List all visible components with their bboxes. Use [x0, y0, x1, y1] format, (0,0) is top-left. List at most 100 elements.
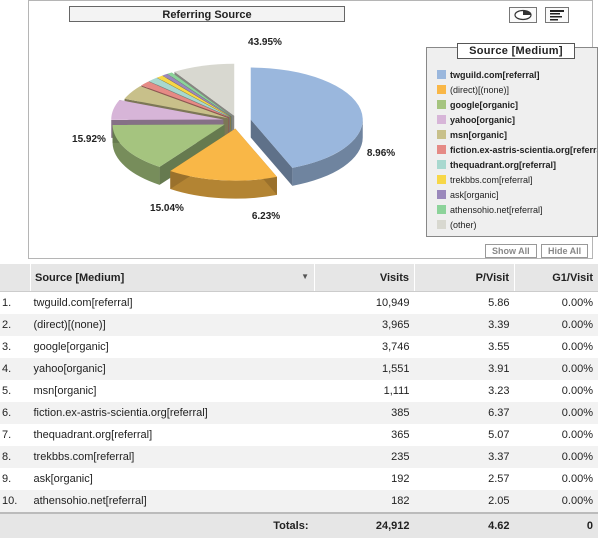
legend-swatch	[437, 190, 446, 199]
table-header-row: Source [Medium] ▼ Visits P/Visit G1/Visi…	[0, 264, 598, 292]
pie-slice-side	[112, 124, 160, 185]
source-cell[interactable]: fiction.ex-astris-scientia.org[referral]	[30, 402, 315, 424]
legend-swatch	[437, 220, 446, 229]
pie-slice[interactable]	[141, 81, 230, 118]
pie-slice[interactable]	[149, 77, 231, 118]
g1-cell: 0.00%	[514, 336, 598, 358]
pie-data-label: 6.23%	[252, 211, 280, 222]
legend-title: Source [Medium]	[457, 43, 575, 59]
table-row[interactable]: 5. msn[organic] 1,111 3.23 0.00%	[0, 380, 598, 402]
legend-item[interactable]: yahoo[organic]	[437, 113, 597, 128]
g1-column-header[interactable]: G1/Visit	[514, 264, 598, 292]
row-number: 9.	[0, 468, 31, 490]
legend-label: twguild.com[referral]	[450, 70, 540, 80]
legend-item[interactable]: twguild.com[referral]	[437, 68, 597, 83]
table-row[interactable]: 10. athensohio.net[referral] 182 2.05 0.00%	[0, 490, 598, 513]
table-row[interactable]: 9. ask[organic] 192 2.57 0.00%	[0, 468, 598, 490]
row-number: 3.	[0, 336, 31, 358]
legend-item[interactable]: (direct)[(none)]	[437, 83, 597, 98]
legend-label: thequadrant.org[referral]	[450, 160, 557, 170]
pie-slice[interactable]	[124, 86, 229, 119]
source-column-label: Source [Medium]	[35, 271, 125, 284]
pie-slice-side	[170, 170, 277, 199]
pv-column-header[interactable]: P/Visit	[414, 264, 515, 292]
pie-slice[interactable]	[111, 100, 224, 120]
legend-item[interactable]: fiction.ex-astris-scientia.org[referral]	[437, 143, 597, 158]
totals-pv: 4.62	[414, 512, 515, 538]
source-cell[interactable]: google[organic]	[30, 336, 315, 358]
legend-swatch	[437, 205, 446, 214]
pv-cell: 2.57	[414, 468, 515, 490]
legend-label: (other)	[450, 220, 477, 230]
table-view-icon[interactable]	[545, 7, 569, 23]
legend-item[interactable]: google[organic]	[437, 98, 597, 113]
source-cell[interactable]: yahoo[organic]	[30, 358, 315, 380]
source-cell[interactable]: ask[organic]	[30, 468, 315, 490]
row-number: 10.	[0, 490, 31, 513]
pv-cell: 6.37	[414, 402, 515, 424]
visits-cell: 385	[314, 402, 415, 424]
visits-cell: 1,551	[314, 358, 415, 380]
g1-cell: 0.00%	[514, 380, 598, 402]
g1-cell: 0.00%	[514, 291, 598, 314]
source-cell[interactable]: (direct)[(none)]	[30, 314, 315, 336]
source-cell[interactable]: trekbbs.com[referral]	[30, 446, 315, 468]
legend-label: (direct)[(none)]	[450, 85, 510, 95]
visits-column-header[interactable]: Visits	[314, 264, 415, 292]
legend-item[interactable]: ask[organic]	[437, 188, 597, 203]
pie-slice[interactable]	[174, 63, 235, 116]
show-all-button[interactable]: Show All	[485, 244, 537, 258]
legend-item[interactable]: trekbbs.com[referral]	[437, 173, 597, 188]
pie-slice[interactable]	[112, 124, 225, 167]
table-row[interactable]: 8. trekbbs.com[referral] 235 3.37 0.00%	[0, 446, 598, 468]
pie-slice[interactable]	[157, 75, 231, 117]
row-number-header	[0, 264, 31, 292]
source-cell[interactable]: thequadrant.org[referral]	[30, 424, 315, 446]
chart-title: Referring Source	[69, 6, 345, 22]
source-cell[interactable]: msn[organic]	[30, 380, 315, 402]
table-row[interactable]: 1. twguild.com[referral] 10,949 5.86 0.00%	[0, 291, 598, 314]
pie-data-label: 8.96%	[367, 148, 395, 159]
legend-item[interactable]: thequadrant.org[referral]	[437, 158, 597, 173]
legend-swatch	[437, 70, 446, 79]
table-row[interactable]: 6. fiction.ex-astris-scientia.org[referra…	[0, 402, 598, 424]
visits-cell: 3,746	[314, 336, 415, 358]
source-column-header[interactable]: Source [Medium] ▼	[30, 264, 315, 292]
row-number: 8.	[0, 446, 31, 468]
legend-item[interactable]: athensohio.net[referral]	[437, 203, 597, 218]
pie-data-label: 15.04%	[150, 203, 184, 214]
sort-desc-icon[interactable]: ▼	[301, 271, 309, 281]
row-number: 1.	[0, 291, 31, 314]
source-cell[interactable]: twguild.com[referral]	[30, 291, 315, 314]
pv-cell: 5.07	[414, 424, 515, 446]
table-row[interactable]: 3. google[organic] 3,746 3.55 0.00%	[0, 336, 598, 358]
hide-all-button[interactable]: Hide All	[541, 244, 589, 258]
legend-item[interactable]: msn[organic]	[437, 128, 597, 143]
table-row[interactable]: 7. thequadrant.org[referral] 365 5.07 0.00%	[0, 424, 598, 446]
g1-cell: 0.00%	[514, 446, 598, 468]
pie-chart-icon[interactable]	[509, 7, 537, 23]
totals-visits: 24,912	[314, 512, 415, 538]
pv-cell: 3.37	[414, 446, 515, 468]
visits-cell: 365	[314, 424, 415, 446]
row-number: 7.	[0, 424, 31, 446]
legend-label: ask[organic]	[450, 190, 499, 200]
legend-label: trekbbs.com[referral]	[450, 175, 533, 185]
table-row[interactable]: 2. (direct)[(none)] 3,965 3.39 0.00%	[0, 314, 598, 336]
legend-swatch	[437, 115, 446, 124]
legend-item[interactable]: (other)	[437, 218, 597, 233]
totals-row: Totals: 24,912 4.62 0	[0, 512, 598, 538]
visits-cell: 192	[314, 468, 415, 490]
totals-label: Totals:	[30, 512, 315, 538]
pie-slice[interactable]	[162, 73, 232, 117]
g1-cell: 0.00%	[514, 490, 598, 513]
table-row[interactable]: 4. yahoo[organic] 1,551 3.91 0.00%	[0, 358, 598, 380]
source-cell[interactable]: athensohio.net[referral]	[30, 490, 315, 513]
pie-slice-side	[292, 119, 363, 186]
pie-slice[interactable]	[167, 72, 232, 117]
pie-slice[interactable]	[170, 128, 277, 181]
visits-cell: 3,965	[314, 314, 415, 336]
g1-cell: 0.00%	[514, 314, 598, 336]
pv-cell: 5.86	[414, 291, 515, 314]
pie-slice[interactable]	[250, 67, 363, 168]
